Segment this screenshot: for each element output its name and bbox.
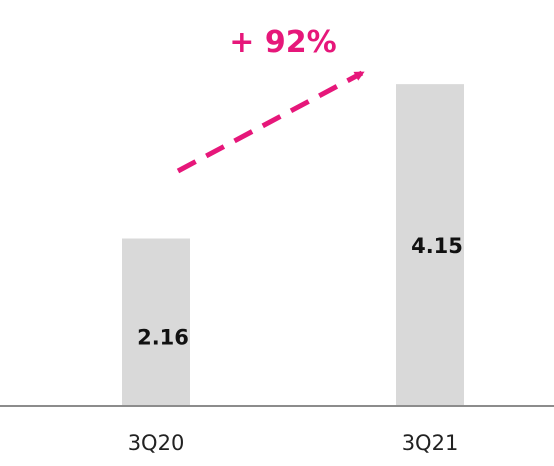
x-tick-label-3Q20: 3Q20 (128, 431, 185, 455)
bars-layer (122, 84, 464, 407)
bar-3Q21 (396, 84, 464, 407)
growth-arrow (176, 70, 365, 174)
data-label-3Q21: 4.15 (411, 234, 463, 258)
x-tick-label-3Q21: 3Q21 (402, 431, 459, 455)
labels-layer: 2.16 3Q20 4.15 3Q21 (128, 234, 463, 455)
bar-3Q20 (122, 238, 190, 406)
data-label-3Q20: 2.16 (137, 325, 189, 349)
growth-label: + 92% (229, 25, 336, 60)
